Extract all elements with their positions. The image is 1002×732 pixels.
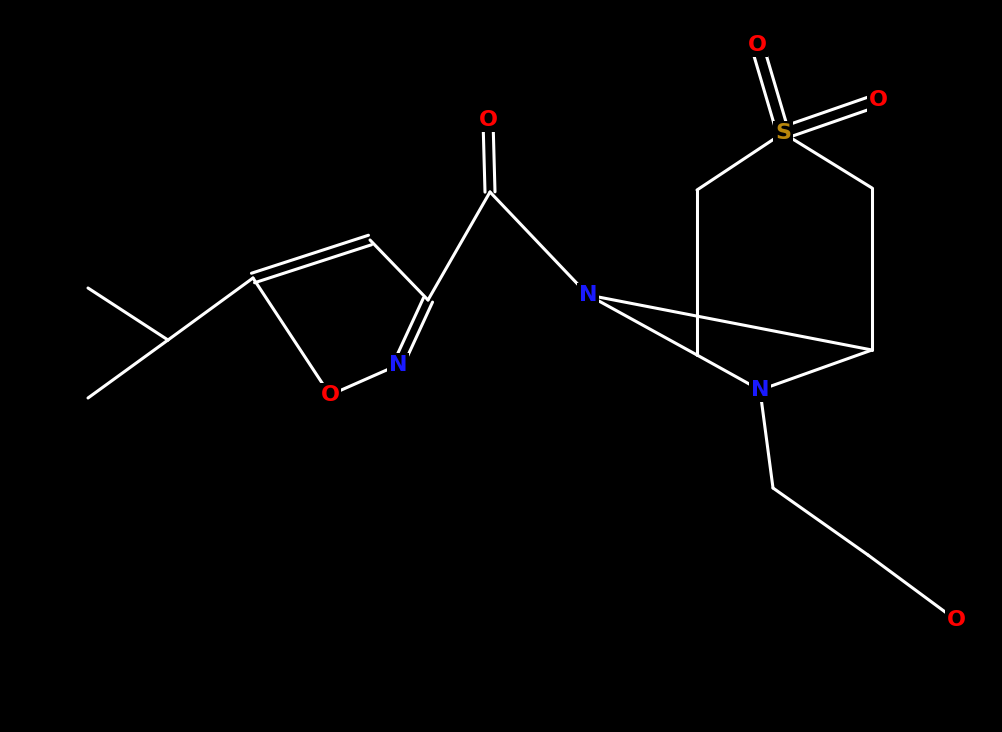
Text: N: N xyxy=(389,355,407,375)
Text: N: N xyxy=(578,285,596,305)
Text: O: O xyxy=(321,385,339,405)
Text: O: O xyxy=(946,610,965,630)
Text: N: N xyxy=(750,380,769,400)
Text: S: S xyxy=(775,123,791,143)
Text: O: O xyxy=(746,35,766,55)
Text: O: O xyxy=(868,90,887,110)
Text: O: O xyxy=(478,110,497,130)
